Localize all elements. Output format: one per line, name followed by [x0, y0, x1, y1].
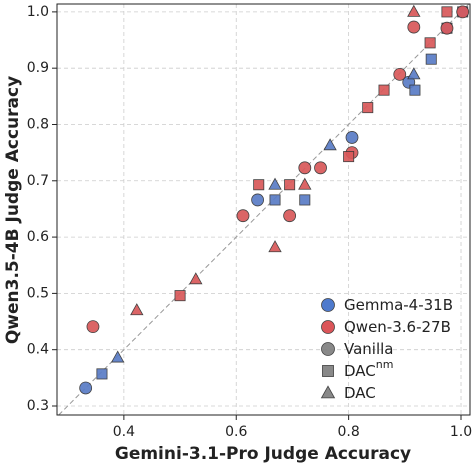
legend-name: Gemma-4-31B: [344, 296, 453, 314]
y-axis-label: Qwen3.5-4B Judge Accuracy: [3, 76, 23, 344]
legend-marker: [320, 385, 336, 399]
point: [299, 194, 311, 206]
x-tick-label: 0.6: [225, 424, 247, 440]
point: [441, 6, 453, 18]
y-tick-label: 0.4: [27, 342, 49, 358]
legend-sup: nm: [376, 358, 394, 371]
point: [345, 131, 359, 144]
point: [424, 37, 436, 49]
point: [283, 209, 297, 223]
legend-marker: [321, 298, 335, 312]
point: [268, 240, 282, 253]
point: [86, 320, 100, 334]
point: [189, 272, 203, 285]
legend-marker: [321, 320, 335, 334]
legend-label: DACnm: [344, 358, 393, 380]
point: [284, 179, 296, 191]
point: [362, 102, 374, 114]
legend-name: DAC: [344, 362, 376, 380]
point: [456, 5, 470, 19]
y-tick-label: 0.5: [27, 285, 49, 301]
point: [409, 84, 421, 96]
point: [174, 290, 186, 302]
x-tick-label: 1.0: [450, 424, 472, 440]
point: [268, 177, 282, 190]
point: [298, 161, 312, 175]
point: [251, 193, 265, 207]
point: [378, 84, 390, 96]
legend-label: Qwen-3.6-27B: [344, 318, 451, 336]
legend-marker: [321, 342, 335, 356]
point: [236, 209, 250, 223]
point: [253, 179, 265, 191]
legend-name: Vanilla: [344, 340, 394, 358]
point: [425, 53, 437, 65]
plot-frame: [56, 3, 471, 416]
point: [314, 161, 327, 175]
point: [323, 138, 337, 151]
x-tick-label: 0.8: [337, 424, 359, 440]
y-tick-label: 0.7: [27, 173, 49, 189]
legend-name: DAC: [344, 384, 376, 402]
point: [343, 151, 355, 163]
point: [130, 303, 144, 316]
point: [111, 350, 125, 363]
legend-label: Vanilla: [344, 340, 394, 358]
x-tick-label: 0.4: [113, 424, 135, 440]
point: [393, 67, 407, 81]
point: [298, 177, 312, 190]
point: [407, 4, 421, 17]
y-tick-label: 0.8: [27, 116, 49, 132]
y-tick-label: 0.9: [27, 60, 49, 76]
legend-name: Qwen-3.6-27B: [344, 318, 451, 336]
point: [407, 67, 421, 80]
legend-marker: [322, 365, 334, 377]
point: [79, 381, 93, 395]
point: [96, 368, 108, 380]
legend-label: Gemma-4-31B: [344, 296, 453, 314]
point: [440, 21, 454, 35]
y-tick-label: 1.0: [27, 4, 49, 20]
diagonal-line: [58, 3, 470, 416]
x-axis-label: Gemini-3.1-Pro Judge Accuracy: [115, 444, 411, 464]
y-tick-label: 0.3: [27, 398, 49, 414]
point: [407, 20, 421, 34]
y-tick-label: 0.6: [27, 229, 49, 245]
point: [269, 194, 281, 206]
legend-label: DAC: [344, 384, 376, 402]
